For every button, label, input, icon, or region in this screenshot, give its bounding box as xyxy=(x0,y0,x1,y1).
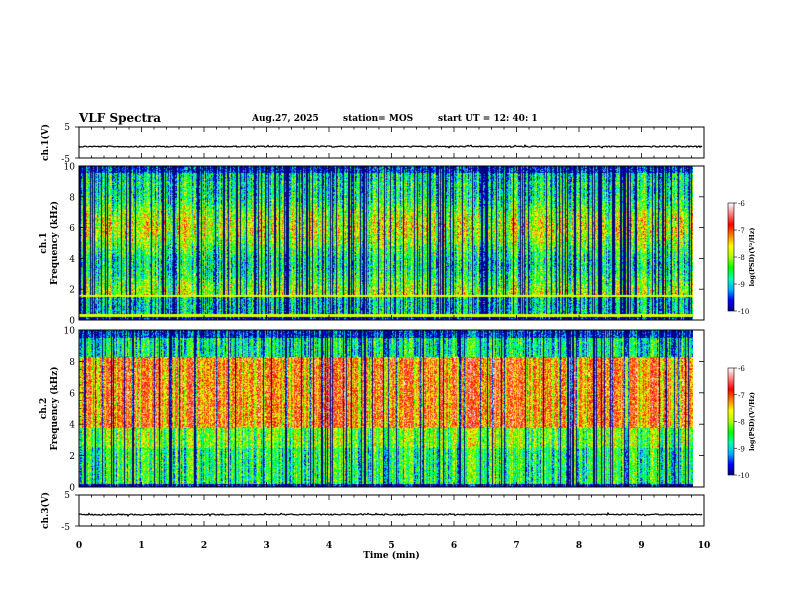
x-tick-label: 4 xyxy=(326,541,332,551)
ch1-waveform-ytick-label: -5 xyxy=(61,155,70,165)
ch2-spectrogram-panel: 0 2 4 6 8 10 ch.2 Frequency (kHz) xyxy=(39,327,705,494)
ch1-colorbar-tick-label: -8 xyxy=(738,254,745,262)
ch2-spectrogram-ytick-label: 2 xyxy=(69,452,75,462)
ch1-spectrogram-ytick-label: 4 xyxy=(69,255,75,265)
chart-title: VLF Spectra xyxy=(79,111,162,125)
ch1-colorbar-tick-label: -6 xyxy=(738,200,745,208)
ch1-spectrogram-panel: 0 2 4 6 8 10 ch.1 Frequency (kHz) xyxy=(39,163,705,327)
ch1-colorbar-tick-label: -10 xyxy=(738,308,749,316)
x-tick-label: 3 xyxy=(263,541,269,551)
station-label: station= MOS xyxy=(343,114,414,124)
x-axis-label: Time (min) xyxy=(363,550,420,561)
ch2-spectrogram-ylabel: Frequency (kHz) xyxy=(49,366,60,450)
ch1-waveform-ytick-label: 5 xyxy=(64,123,70,133)
ch2-spectrogram-channel-label: ch.2 xyxy=(39,398,49,419)
ch1-waveform-panel: 5 -5 ch.1(V) xyxy=(40,123,705,165)
ch1-spectrogram-ylabel: Frequency (kHz) xyxy=(49,201,60,285)
ch2-spectrogram-image xyxy=(79,330,693,487)
ch1-spectrogram-ytick-label: 8 xyxy=(69,193,75,203)
x-tick-label: 10 xyxy=(698,541,711,551)
ch1-colorbar: -6 -7 -8 -9 -10 log(PSD)(V²/Hz) xyxy=(727,200,756,316)
x-tick-label: 7 xyxy=(513,541,519,551)
x-tick-label: 5 xyxy=(388,541,394,551)
ch1-spectrogram-channel-label: ch.1 xyxy=(39,232,49,253)
ch3-waveform-ylabel: ch.3(V) xyxy=(40,492,51,529)
ch2-spectrogram-ytick-label: 8 xyxy=(69,358,75,368)
ch1-spectrogram-ytick-label: 0 xyxy=(69,317,75,327)
ch2-colorbar-gradient-bar xyxy=(727,367,735,476)
date-label: Aug.27, 2025 xyxy=(252,114,319,124)
ch2-colorbar-tick-label: -10 xyxy=(738,472,749,480)
ch3-waveform-panel: 5 -5 ch.3(V) xyxy=(40,491,705,533)
ch2-spectrogram-ytick-label: 6 xyxy=(69,389,75,399)
time-axis: 0 1 2 3 4 5 6 7 8 9 10 Time (min) xyxy=(76,541,710,561)
ch1-colorbar-label: log(PSD)(V²/Hz) xyxy=(748,228,756,287)
x-tick-label: 6 xyxy=(451,541,457,551)
ch3-waveform-ytick-label: -5 xyxy=(61,523,70,533)
ch2-colorbar-tick-label: -8 xyxy=(738,419,745,427)
x-tick-label: 9 xyxy=(638,541,644,551)
ch2-spectrogram-ytick-label: 4 xyxy=(69,421,75,431)
ch1-colorbar-tick-label: -7 xyxy=(738,227,745,235)
ch3-waveform-ytick-label: 5 xyxy=(64,491,70,501)
ch1-waveform-ylabel: ch.1(V) xyxy=(40,124,51,161)
ch1-waveform-trace xyxy=(78,143,703,149)
ch2-colorbar: -6 -7 -8 -9 -10 log(PSD)(V²/Hz) xyxy=(727,365,756,480)
ch1-spectrogram-ytick-label: 6 xyxy=(69,224,75,234)
ch1-colorbar-tick-label: -9 xyxy=(738,281,745,289)
ch2-colorbar-tick-label: -9 xyxy=(738,445,745,453)
ch1-spectrogram-ytick-label: 10 xyxy=(64,163,76,173)
ch2-spectrogram-ytick-label: 10 xyxy=(64,327,76,337)
ch3-waveform-trace xyxy=(78,511,703,517)
ch2-colorbar-label: log(PSD)(V²/Hz) xyxy=(748,392,756,451)
x-tick-label: 0 xyxy=(76,541,82,551)
x-tick-label: 2 xyxy=(201,541,207,551)
start-time-label: start UT = 12: 40: 1 xyxy=(438,114,538,124)
x-tick-label: 1 xyxy=(138,541,144,551)
ch1-colorbar-gradient-bar xyxy=(727,202,735,312)
ch2-colorbar-tick-label: -7 xyxy=(738,392,745,400)
x-tick-label: 8 xyxy=(576,541,582,551)
ch2-spectrogram-ytick-label: 0 xyxy=(69,484,75,494)
ch1-spectrogram-ytick-label: 2 xyxy=(69,286,75,296)
ch1-spectrogram-image xyxy=(79,166,693,320)
ch2-colorbar-tick-label: -6 xyxy=(738,365,745,373)
